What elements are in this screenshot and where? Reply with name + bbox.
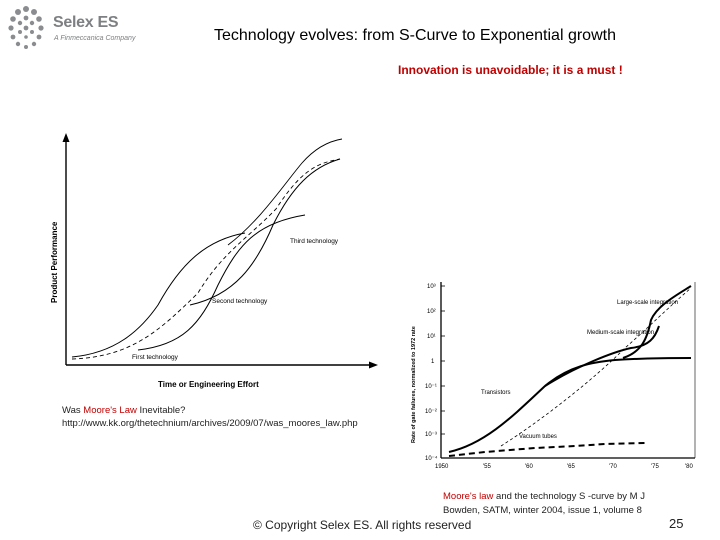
s-curve-diagram: First technology Second technology Third… — [50, 133, 378, 389]
moores-law-highlight-2: Moore's law — [443, 491, 494, 502]
first-technology-label: First technology — [132, 354, 179, 361]
gate-failure-diagram: 10³ 10² 10¹ 1 10⁻¹ 10⁻² 10⁻³ 10⁻⁴ 1950 '… — [411, 282, 696, 470]
x-tick: '65 — [567, 464, 575, 470]
y-tick: 10⁻³ — [425, 432, 437, 438]
caption2-line1: and the technology S -curve by M J — [493, 491, 645, 502]
bowden-caption: Moore's law and the technology S -curve … — [443, 490, 645, 518]
page-number: 25 — [669, 516, 684, 531]
x-tick: '55 — [483, 464, 491, 470]
transistors-label: Transistors — [481, 390, 510, 396]
source-url[interactable]: http://www.kk.org/thetechnium/archives/2… — [62, 418, 358, 429]
y-tick: 10⁻² — [425, 409, 437, 415]
y-tick: 1 — [431, 359, 435, 365]
copyright-footer: © Copyright Selex ES. All rights reserve… — [253, 518, 472, 532]
caption1-post: Inevitable? — [136, 405, 186, 416]
trend-line — [500, 287, 692, 447]
vacuum-tubes-curve — [448, 442, 646, 457]
y-axis-arrow — [62, 133, 70, 142]
x-tick: '60 — [525, 464, 533, 470]
moores-law-highlight: Moore's Law — [83, 405, 137, 416]
vacuum-tubes-label: Vacuum tubes — [519, 434, 557, 440]
third-technology-top — [227, 138, 343, 246]
x-tick: '80 — [685, 464, 693, 470]
first-technology-curve — [71, 232, 246, 358]
third-technology-curve — [189, 158, 341, 306]
msi-label: Medium-scale integration — [587, 330, 654, 336]
y-tick: 10¹ — [427, 334, 436, 340]
selex-logo-icon — [8, 6, 44, 49]
slide-title: Technology evolves: from S-Curve to Expo… — [214, 27, 616, 44]
caption1-pre: Was — [62, 405, 84, 416]
logo-tagline: A Finmeccanica Company — [54, 35, 136, 42]
y-tick: 10² — [427, 309, 436, 315]
y-tick: 10⁻¹ — [425, 384, 437, 390]
logo-name: Selex ES — [53, 14, 119, 31]
second-technology-curve — [137, 214, 306, 351]
second-technology-label: Second technology — [212, 298, 268, 305]
x-tick: '70 — [609, 464, 617, 470]
moores-law-caption: Was Moore's Law Inevitable? http://www.k… — [62, 404, 358, 430]
large-scale-curve — [622, 285, 692, 359]
x-tick: '75 — [651, 464, 659, 470]
x-axis-arrow — [369, 361, 378, 369]
y-axis-label: Rate of gate failures, normalized to 197… — [411, 326, 417, 443]
y-tick: 10⁻⁴ — [425, 455, 438, 462]
caption2-line2: Bowden, SATM, winter 2004, issue 1, volu… — [443, 505, 642, 516]
slide-subtitle: Innovation is unavoidable; it is a must … — [398, 63, 623, 77]
x-tick: 1950 — [435, 464, 449, 470]
third-technology-label: Third technology — [290, 238, 339, 245]
y-axis-label: Product Performance — [50, 221, 59, 303]
x-axis-label: Time or Engineering Effort — [158, 380, 259, 389]
y-tick: 10³ — [427, 284, 436, 290]
transistors-curve — [448, 357, 692, 453]
envelope-curve — [71, 158, 341, 360]
lsi-label: Large-scale integration — [617, 300, 678, 306]
medium-scale-curve — [544, 325, 660, 387]
